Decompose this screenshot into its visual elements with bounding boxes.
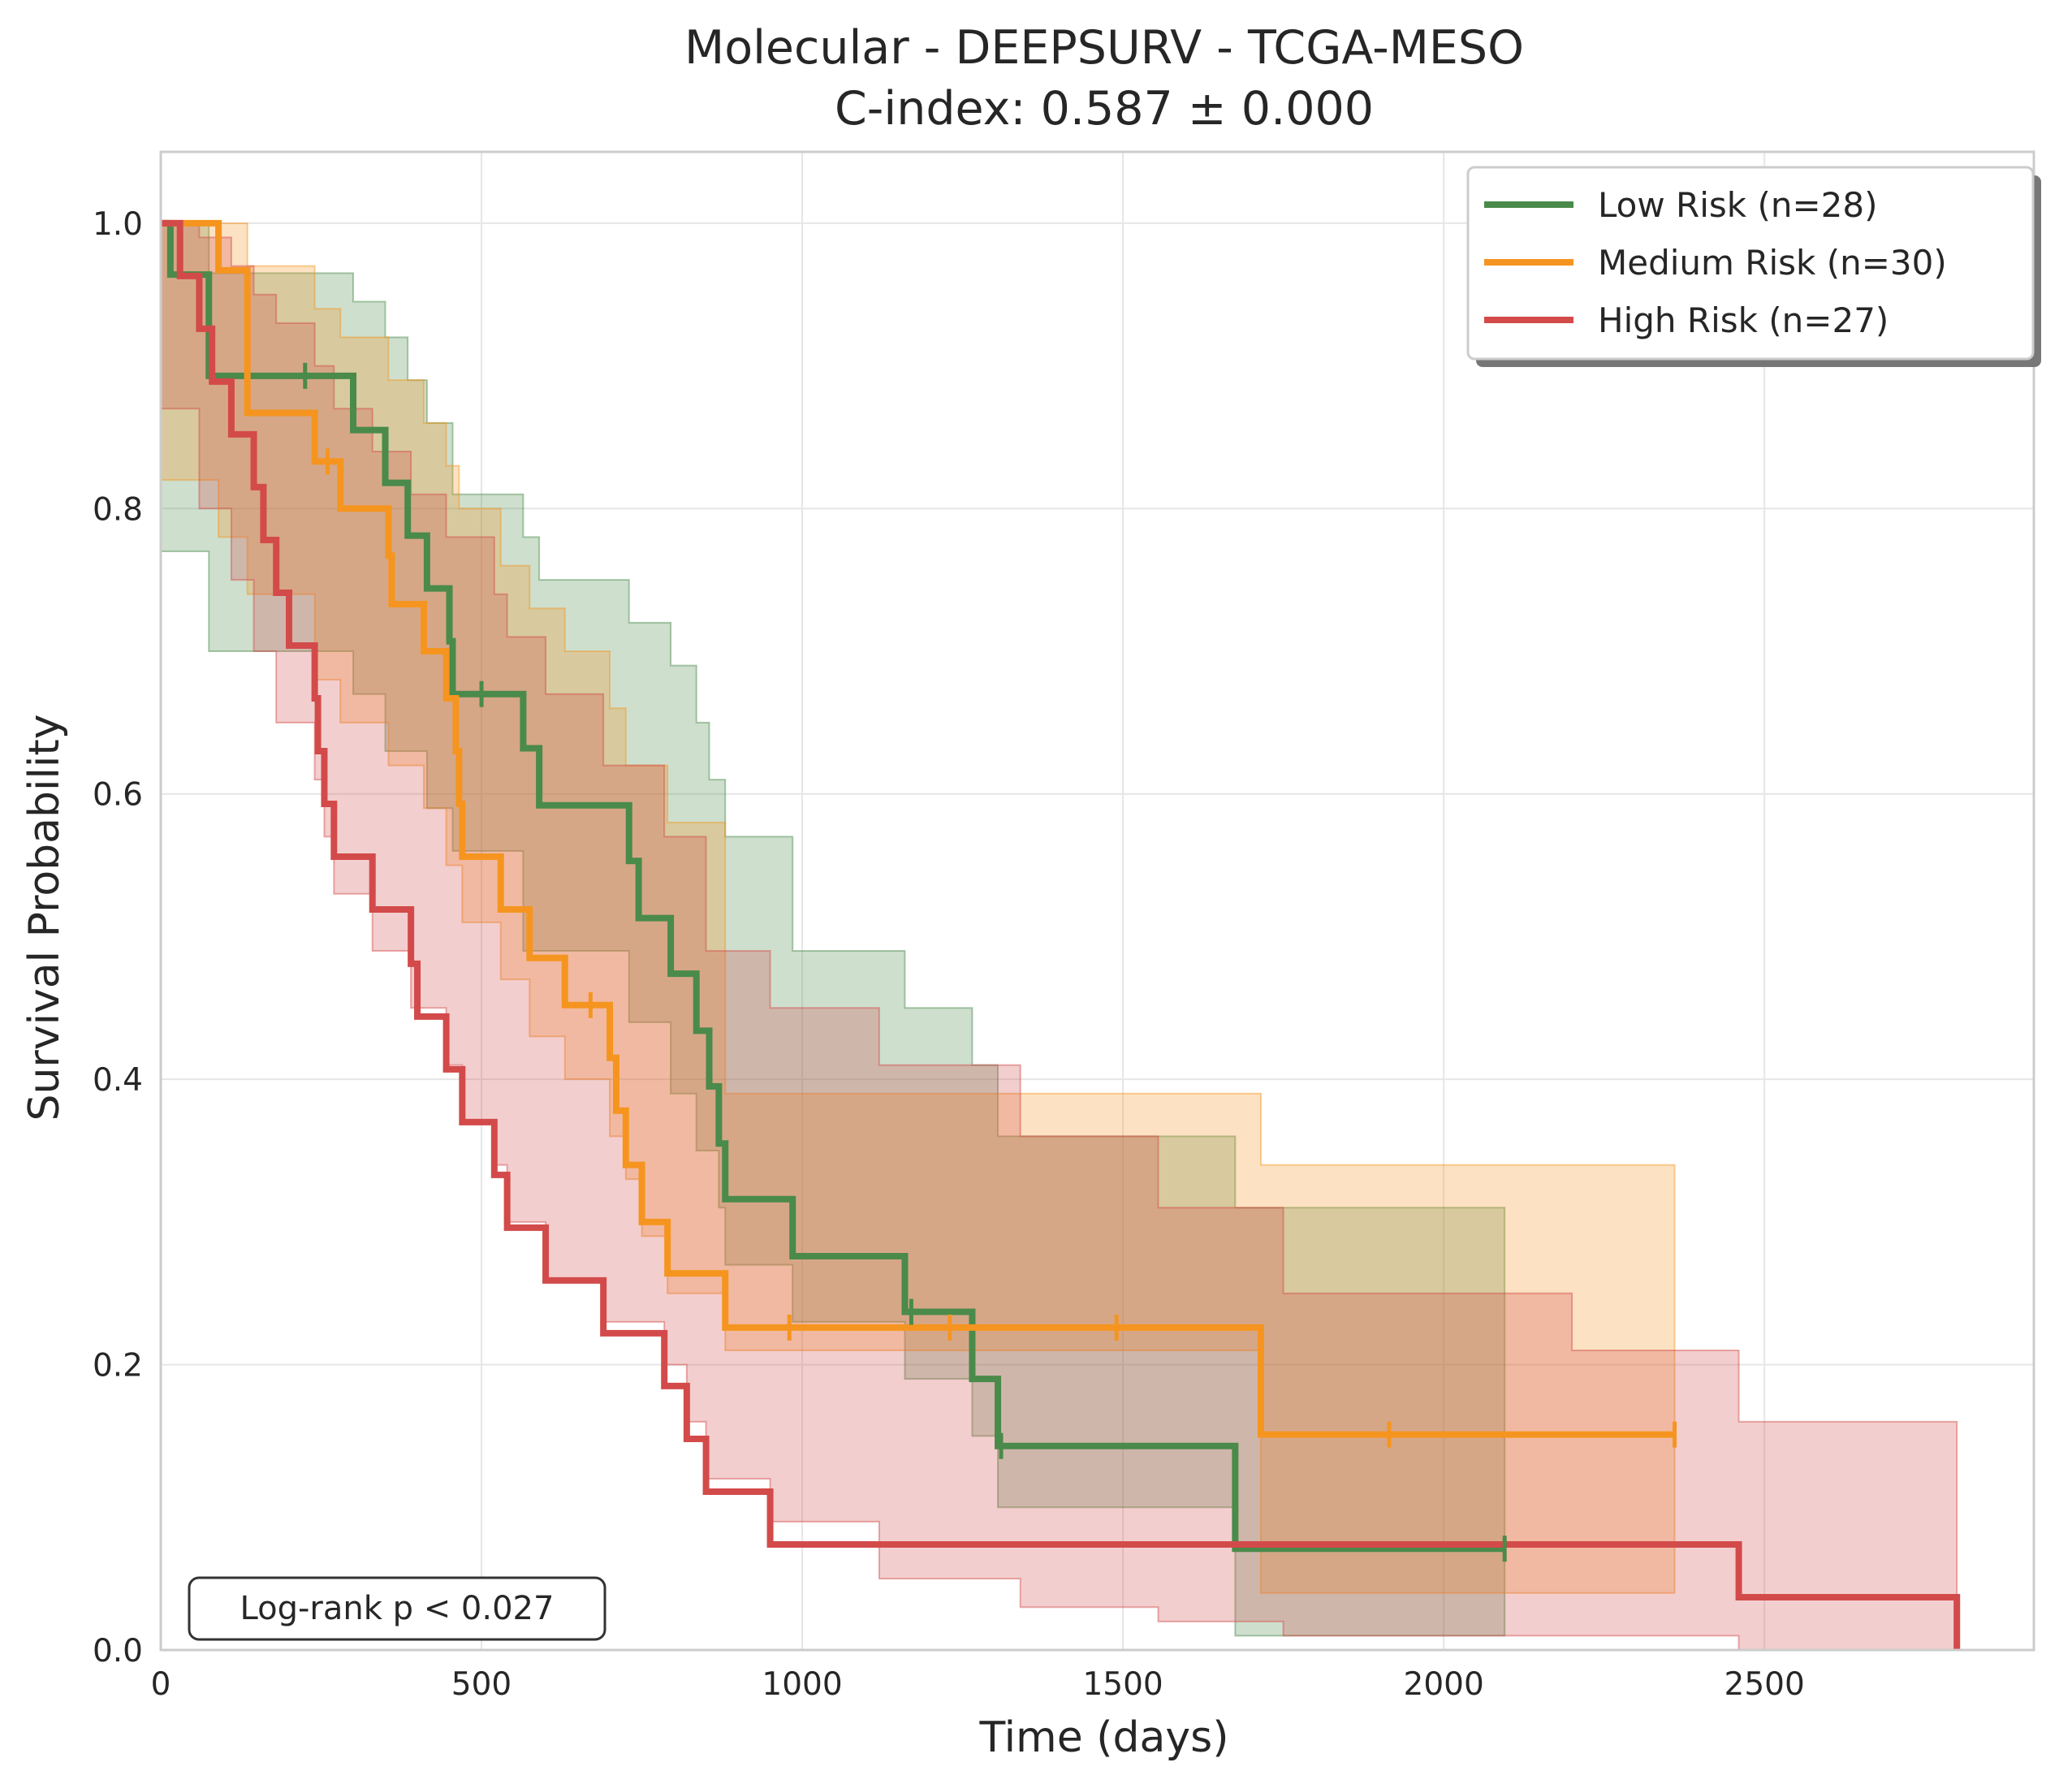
legend-label-high: High Risk (n=27)	[1598, 300, 1889, 340]
annotation-text: Log-rank p < 0.027	[240, 1590, 555, 1627]
x-tick-label: 0	[151, 1666, 171, 1703]
survival-curve-series-1	[161, 219, 1675, 1438]
x-tick-label: 2000	[1404, 1666, 1484, 1703]
survival-curves	[161, 219, 1961, 1650]
ci-band-series-1	[160, 222, 1676, 1594]
logrank-annotation: Log-rank p < 0.027	[188, 1576, 606, 1641]
y-tick-label: 0.4	[93, 1062, 143, 1099]
y-tick-label: 0.6	[93, 777, 143, 814]
legend: Low Risk (n=28) Medium Risk (n=30) High …	[1466, 166, 2041, 367]
legend-label-low: Low Risk (n=28)	[1598, 185, 1878, 225]
survival-curve-series-0	[161, 219, 1505, 1553]
ci-band-series-0	[160, 222, 1506, 1637]
y-axis-label: Survival Probability	[20, 714, 69, 1121]
annotation-box	[188, 1576, 606, 1641]
y-tick-label: 1.0	[93, 206, 143, 243]
grid	[160, 152, 2034, 1651]
x-tick-label: 1500	[1082, 1666, 1163, 1703]
y-tick-label: 0.2	[93, 1348, 143, 1384]
chart-subtitle: C-index: 0.587 ± 0.000	[835, 82, 1374, 136]
survival-curve-series-2	[161, 219, 1961, 1650]
chart-title: Molecular - DEEPSURV - TCGA-MESO	[684, 21, 1524, 75]
y-tick-label: 0.0	[93, 1633, 143, 1670]
legend-label-medium: Medium Risk (n=30)	[1598, 243, 1947, 283]
x-tick-label: 2500	[1725, 1666, 1805, 1703]
tick-labels: 0 500 1000 1500 2000 2500 0.0 0.2 0.4 0.6 0.8 1.0	[93, 206, 1805, 1703]
plot-frame	[159, 150, 2035, 1652]
y-tick-label: 0.8	[93, 491, 143, 528]
x-tick-label: 1000	[762, 1666, 842, 1703]
x-tick-label: 500	[451, 1666, 512, 1703]
censor-marks	[303, 362, 1677, 1562]
legend-box	[1466, 166, 2035, 361]
x-axis-label: Time (days)	[978, 1713, 1228, 1762]
